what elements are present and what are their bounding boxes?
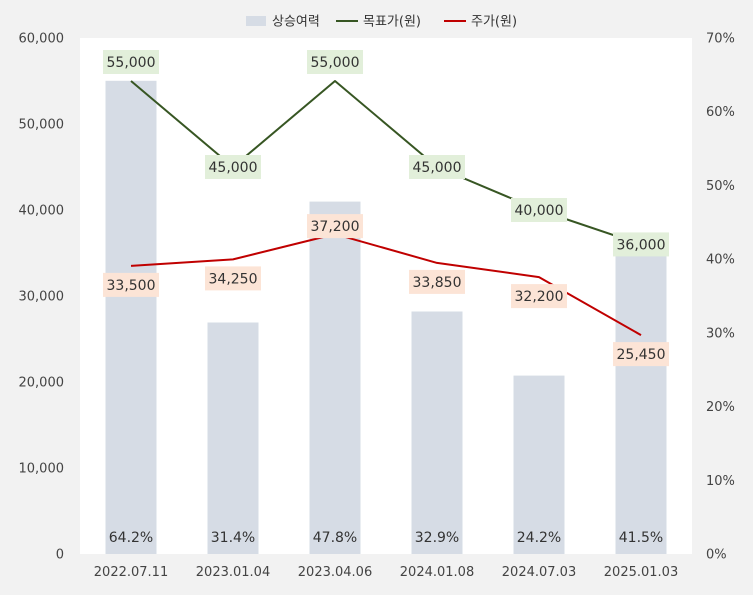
target-price-label-bg-4 xyxy=(511,198,567,222)
stock-price-label-5: 25,450 xyxy=(617,347,666,363)
bar-label-3: 32.9% xyxy=(415,530,459,546)
target-price-label-4: 40,000 xyxy=(515,203,564,219)
target-price-label-2: 55,000 xyxy=(311,55,360,71)
target-price-label-1: 45,000 xyxy=(209,160,258,176)
stock-price-label-bg-4 xyxy=(511,284,567,309)
y-axis-right: 0% 10% 20% 30% 40% 50% 60% 70% xyxy=(706,32,735,563)
stock-price-label-bg-2 xyxy=(307,214,363,239)
bar-5 xyxy=(615,248,667,554)
y-left-tick-0: 0 xyxy=(56,548,64,563)
target-price-label-bg-0 xyxy=(103,50,159,74)
stock-price-label-bg-0 xyxy=(103,272,159,297)
stock-price-label-0: 33,500 xyxy=(107,278,156,294)
y-left-tick-3: 30,000 xyxy=(19,290,65,305)
y-right-tick-1: 10% xyxy=(706,474,735,489)
stock-price-label-bg-1 xyxy=(205,266,261,291)
bar-1 xyxy=(207,322,259,554)
y-right-tick-3: 30% xyxy=(706,326,735,341)
stock-price-label-3: 33,850 xyxy=(413,275,462,291)
legend-swatch-bar xyxy=(246,16,266,26)
stock-price-label-2: 37,200 xyxy=(311,219,360,235)
stock-price-label-1: 34,250 xyxy=(209,271,258,287)
legend-label-target: 목표가(원) xyxy=(363,15,421,30)
y-left-tick-4: 40,000 xyxy=(19,204,65,219)
bar-label-2: 47.8% xyxy=(313,530,357,546)
y-left-tick-6: 60,000 xyxy=(19,32,65,47)
y-right-tick-0: 0% xyxy=(706,548,727,563)
bar-label-4: 24.2% xyxy=(517,530,561,546)
x-tick-0: 2022.07.11 xyxy=(94,565,168,580)
y-right-tick-7: 70% xyxy=(706,32,735,47)
bar-4 xyxy=(513,375,565,554)
target-price-label-bg-3 xyxy=(409,155,465,179)
bar-3 xyxy=(411,311,463,554)
target-price-label-3: 45,000 xyxy=(413,160,462,176)
x-axis: 2022.07.11 2023.01.04 2023.04.06 2024.01.08… xyxy=(94,565,678,580)
target-price-label-bg-2 xyxy=(307,50,363,74)
bar-label-0: 64.2% xyxy=(109,530,153,546)
x-tick-3: 2024.01.08 xyxy=(400,565,474,580)
x-tick-5: 2025.01.03 xyxy=(604,565,678,580)
target-price-label-0: 55,000 xyxy=(107,55,156,71)
stock-price-label-bg-5 xyxy=(613,342,669,367)
y-left-tick-2: 20,000 xyxy=(19,376,65,391)
y-axis-left: 0 10,000 20,000 30,000 40,000 50,000 60,000 xyxy=(19,32,65,563)
bar-series xyxy=(105,80,667,555)
y-right-tick-5: 50% xyxy=(706,179,735,194)
data-labels: 64.2% 31.4% 47.8% 32.9% 24.2% 41.5% 55,000 45,0… xyxy=(103,50,669,546)
y-left-tick-1: 10,000 xyxy=(19,462,65,477)
bar-2 xyxy=(309,201,361,554)
x-tick-1: 2023.01.04 xyxy=(196,565,270,580)
stock-price-label-4: 32,200 xyxy=(515,289,564,305)
x-tick-4: 2024.07.03 xyxy=(502,565,576,580)
bar-label-1: 31.4% xyxy=(211,530,255,546)
legend-label-price: 주가(원) xyxy=(471,15,517,30)
y-right-tick-2: 20% xyxy=(706,400,735,415)
x-tick-2: 2023.04.06 xyxy=(298,565,372,580)
bar-label-5: 41.5% xyxy=(619,530,663,546)
target-price-label-bg-1 xyxy=(205,155,261,179)
target-price-label-5: 36,000 xyxy=(617,237,666,253)
target-price-label-bg-5 xyxy=(613,232,669,257)
stock-price-label-bg-3 xyxy=(409,269,465,294)
y-right-tick-6: 60% xyxy=(706,105,735,120)
bar-0 xyxy=(105,80,157,555)
legend-label-bar: 상승여력 xyxy=(272,15,320,30)
legend: 상승여력 목표가(원) 주가(원) xyxy=(246,15,517,30)
y-left-tick-5: 50,000 xyxy=(19,118,65,133)
y-right-tick-4: 40% xyxy=(706,253,735,268)
